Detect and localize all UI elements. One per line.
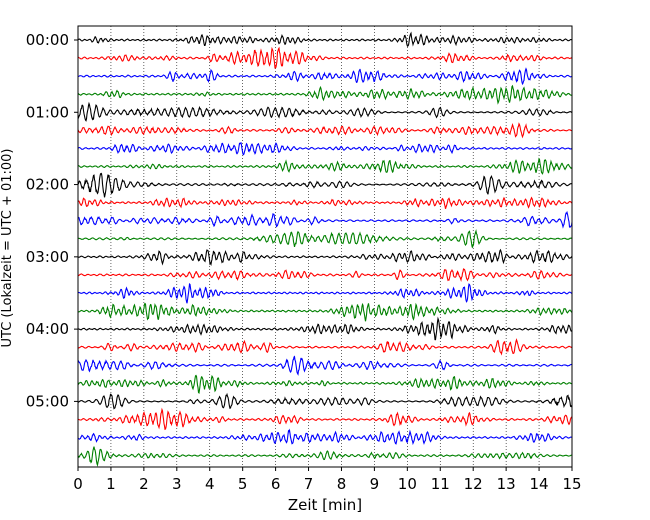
x-tick-label: 2 xyxy=(139,475,149,493)
seismic-trace xyxy=(77,392,573,410)
x-tick-label: 13 xyxy=(497,475,516,493)
seismic-trace xyxy=(77,157,573,175)
seismic-trace xyxy=(77,355,573,376)
y-tick-label: 05:00 xyxy=(26,392,69,410)
seismic-traces xyxy=(77,31,573,467)
x-axis: 0 1 2 3 4 5 6 7 8 9 10 11 12 13 14 15 xyxy=(73,467,582,493)
x-tick-label: 9 xyxy=(370,475,380,493)
seismic-trace xyxy=(77,141,573,156)
y-tick-label: 00:00 xyxy=(26,31,69,49)
x-tick-label: 14 xyxy=(530,475,549,493)
seismic-trace xyxy=(77,122,573,139)
seismic-trace xyxy=(77,196,573,209)
seismic-trace xyxy=(77,31,573,48)
y-tick-label: 03:00 xyxy=(26,248,69,266)
seismic-trace xyxy=(77,229,573,248)
y-axis: 00:00 01:00 02:00 03:00 04:00 05:00 xyxy=(26,31,78,410)
seismic-trace xyxy=(77,101,573,122)
seismic-trace xyxy=(77,302,573,322)
plot-frame xyxy=(77,25,573,468)
seismic-trace xyxy=(77,407,573,431)
x-tick-label: 10 xyxy=(398,475,417,493)
x-tick-label: 6 xyxy=(271,475,281,493)
y-tick-label: 01:00 xyxy=(26,103,69,121)
seismic-trace xyxy=(77,446,573,467)
x-tick-label: 12 xyxy=(464,475,483,493)
x-tick-label: 7 xyxy=(304,475,314,493)
x-tick-label: 5 xyxy=(238,475,248,493)
seismic-trace xyxy=(77,172,573,198)
seismic-trace xyxy=(77,316,573,341)
seismic-trace xyxy=(77,374,573,395)
x-tick-label: 8 xyxy=(337,475,347,493)
seismic-trace xyxy=(77,428,573,446)
x-tick-label: 15 xyxy=(562,475,581,493)
seismic-trace xyxy=(77,84,573,105)
seismic-trace xyxy=(77,283,573,304)
x-tick-label: 11 xyxy=(431,475,450,493)
seismic-trace xyxy=(77,338,573,356)
seismic-trace xyxy=(77,268,573,283)
x-tick-label: 3 xyxy=(172,475,182,493)
y-axis-label: UTC (Lokalzeit = UTC + 01:00) xyxy=(0,149,15,348)
x-axis-label: Zeit [min] xyxy=(288,496,362,514)
x-tick-label: 1 xyxy=(106,475,116,493)
y-tick-label: 02:00 xyxy=(26,176,69,194)
x-tick-label: 4 xyxy=(205,475,215,493)
y-tick-label: 04:00 xyxy=(26,320,69,338)
seismic-trace xyxy=(77,248,573,267)
x-tick-label: 0 xyxy=(73,475,83,493)
seismic-trace xyxy=(77,67,573,86)
seismic-trace xyxy=(77,46,573,69)
seismic-trace xyxy=(77,210,573,229)
